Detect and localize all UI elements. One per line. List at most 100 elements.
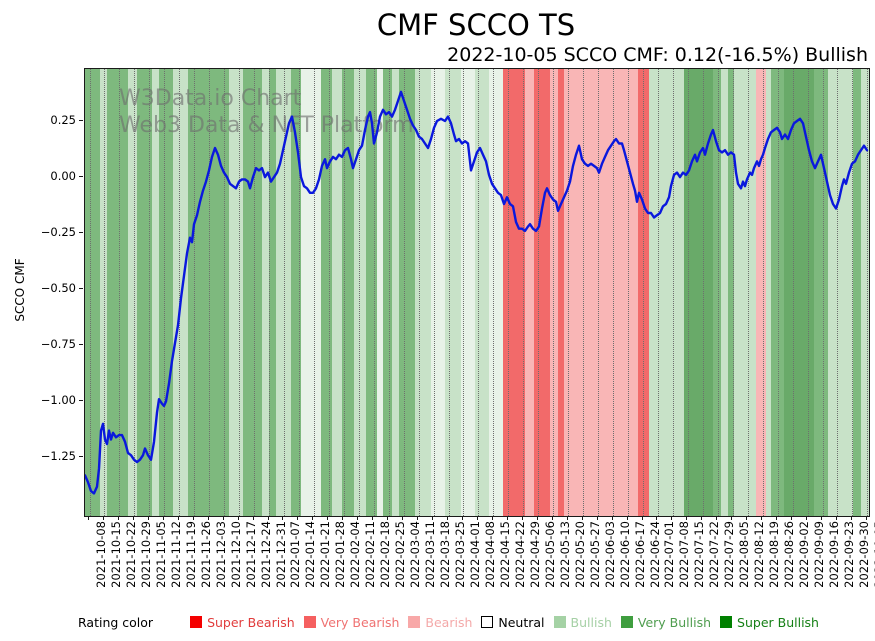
x-tick-mark (656, 516, 658, 520)
x-tick-mark (447, 516, 449, 520)
x-tick-label: 2022-07-01 (662, 521, 677, 588)
x-tick-mark (162, 516, 164, 520)
x-tick-label: 2021-12-10 (228, 521, 243, 588)
y-axis-title: SCCO CMF (13, 258, 27, 322)
legend-item-bearish: Bearish (408, 615, 472, 630)
rating-band-vb (85, 69, 100, 516)
x-tick-label: 2022-06-10 (617, 521, 632, 588)
grid-line (403, 69, 405, 516)
x-tick-label: 2022-09-23 (841, 521, 856, 588)
x-tick-label: 2021-12-17 (243, 521, 258, 588)
legend-item-super-bearish: Super Bearish (190, 615, 295, 630)
x-tick-mark (282, 516, 284, 520)
y-tick-mark (79, 175, 83, 177)
grid-line (239, 69, 241, 516)
x-tick-label: 2022-07-29 (722, 521, 737, 588)
x-tick-mark (806, 516, 808, 520)
x-tick-mark (865, 516, 867, 520)
legend-item-label: Neutral (498, 614, 545, 630)
x-tick-mark (850, 516, 852, 520)
rating-band-vb (814, 69, 828, 516)
x-tick-label: 2022-01-14 (303, 521, 318, 588)
grid-line (149, 69, 151, 516)
grid-line (298, 69, 300, 516)
grid-line (687, 69, 689, 516)
plot-area: W3Data.io Chart Web3 Data & NFT Platform (84, 68, 870, 517)
legend-item-neutral: Neutral (481, 614, 545, 630)
grid-line (568, 69, 570, 516)
x-tick-mark (132, 516, 134, 520)
grid-line (807, 69, 809, 516)
grid-line (179, 69, 181, 516)
rating-band-b (173, 69, 188, 516)
grid-line (433, 69, 435, 516)
x-tick-mark (237, 516, 239, 520)
legend-item-label: Super Bearish (207, 614, 295, 630)
grid-line (388, 69, 390, 516)
rating-legend: Rating color Super Bearish Very Bearish Be… (78, 611, 819, 633)
x-tick-mark (521, 516, 523, 520)
rating-band-b (332, 69, 342, 516)
rating-band-b (354, 69, 366, 516)
legend-swatch (553, 616, 566, 628)
grid-line (643, 69, 644, 516)
legend-item-super-bullish: Super Bullish (720, 615, 819, 630)
legend-title: Rating color (78, 614, 154, 630)
x-tick-label: 2022-09-09 (812, 521, 827, 588)
x-tick-mark (761, 516, 763, 520)
rating-band-b (392, 69, 399, 516)
legend-swatch (190, 616, 203, 628)
grid-line (313, 69, 315, 516)
rating-band-vb (399, 69, 415, 516)
rating-band-vb (713, 69, 721, 516)
x-tick-mark (372, 516, 374, 520)
x-tick-mark (746, 516, 748, 520)
x-tick-mark (626, 516, 628, 520)
grid-line (628, 69, 630, 516)
x-tick-mark (402, 516, 404, 520)
rating-band-vb (771, 69, 784, 516)
x-tick-mark (327, 516, 329, 520)
rating-band-b (152, 69, 159, 516)
grid-line (283, 69, 285, 516)
x-tick-mark (102, 516, 104, 520)
x-tick-label: 2021-12-24 (258, 521, 273, 588)
grid-line (583, 69, 585, 516)
rating-band-vbear (558, 69, 564, 516)
y-tick-label: −1.00 (40, 393, 76, 408)
x-tick-mark (551, 516, 553, 520)
x-tick-mark (222, 516, 224, 520)
x-tick-label: 2022-08-05 (737, 521, 752, 588)
x-tick-mark (476, 516, 478, 520)
grid-line (134, 69, 136, 516)
x-tick-label: 2021-12-03 (213, 521, 228, 588)
x-tick-label: 2021-10-15 (108, 521, 123, 588)
legend-swatch (408, 616, 421, 628)
x-tick-mark (207, 516, 209, 520)
x-tick-label: 2022-03-25 (453, 521, 468, 588)
grid-line (792, 69, 794, 516)
x-tick-mark (357, 516, 359, 520)
legend-item-very-bearish: Very Bearish (303, 614, 400, 630)
x-tick-mark (776, 516, 778, 520)
y-tick-mark (79, 455, 83, 457)
grid-line (358, 69, 360, 516)
x-tick-label: 2022-06-03 (602, 521, 617, 588)
x-tick-label: 2022-03-18 (438, 521, 453, 588)
rating-band-b (262, 69, 269, 516)
legend-item-label: Very Bearish (320, 614, 400, 630)
x-tick-mark (252, 516, 254, 520)
legend-item-bullish: Bullish (553, 615, 612, 630)
x-tick-label: 2022-08-19 (767, 521, 782, 588)
rating-band-bear (756, 69, 766, 516)
rating-band-bear (564, 69, 638, 516)
rating-band-vb (383, 69, 392, 516)
grid-line (657, 69, 659, 516)
chart-title: CMF SCCO TS (376, 8, 576, 42)
grid-line (209, 69, 211, 516)
grid-line (717, 69, 719, 516)
y-tick-mark (79, 231, 83, 233)
x-tick-label: 2022-09-30 (856, 521, 871, 588)
rating-band-b (828, 69, 853, 516)
x-tick-mark (192, 516, 194, 520)
